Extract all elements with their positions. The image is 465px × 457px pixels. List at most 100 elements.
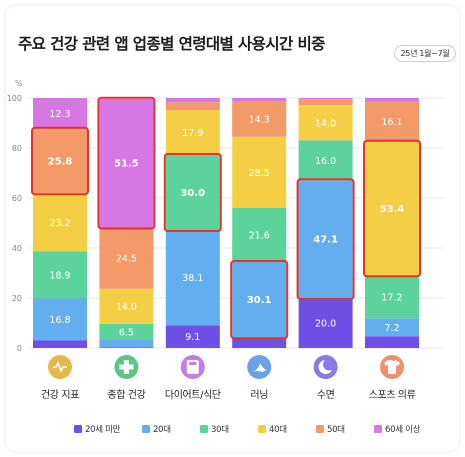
legend-label: 50대 [327,425,345,435]
legend-label: 60세 이상 [385,424,421,435]
bar-segment [99,288,154,324]
y-axis-unit: % [15,79,23,88]
highlight-box [363,139,421,278]
chart-card: 주요 건강 관련 앱 업종별 연령대별 사용시간 비중 25년 1월~7월 % 0… [6,6,459,451]
bar-segment [165,102,220,111]
data-label: 47.1 [313,235,338,246]
highlight-box [230,260,289,340]
y-tick-label: 40 [12,244,22,253]
data-label: 20.0 [315,319,336,330]
data-label: 16.0 [315,156,336,167]
y-tick-label: 20 [12,294,22,303]
stacked-bar-chart: % 0 20 40 60 80 100 16.8 18.9 23.2 25.8 12.3 6.5 14.0… [7,79,444,435]
sportswear-glyph [384,360,400,374]
bar-segment [33,251,87,299]
highlight-box [31,126,89,196]
bar-segment [232,101,287,137]
x-tick-label: 종합 건강 [107,389,145,401]
moon-shadow [323,358,336,371]
bar-segment [232,337,287,348]
bar-segment [33,298,87,341]
bar-segment [33,128,87,194]
data-label: 14.0 [116,302,137,313]
data-label: 24.5 [116,254,137,265]
bar-segment [298,180,353,298]
bar-segment [232,208,287,262]
highlight-box [296,178,355,300]
data-label: 25.8 [48,157,73,168]
data-label: 12.3 [49,109,70,120]
bar-segment [298,298,353,348]
data-label: 53.4 [380,204,405,215]
runner-glyph [252,363,267,372]
x-tick-label: 러닝 [250,389,268,401]
bar-segment [298,105,353,141]
bar-segment [165,110,220,155]
bar-segment [33,340,87,348]
y-tick-label: 0 [17,344,22,353]
bar-segment [232,262,287,338]
scale-display [189,362,197,365]
bar-segment [99,340,154,348]
legend-label: 20세 미만 [85,425,121,435]
data-label: 14.3 [249,114,270,125]
data-label: 9.1 [185,332,200,343]
x-tick-label: 수면 [317,389,335,401]
bar-segment [165,230,220,326]
data-label: 38.1 [182,273,203,284]
bar-segment [365,98,419,102]
bar-segment [33,98,87,129]
legend-swatch [200,425,208,433]
legend-label: 30대 [211,425,229,435]
data-label: 23.2 [49,218,70,229]
heart-pulse-glyph [53,361,67,373]
bar-segment [365,336,419,348]
bar-segment [165,325,220,348]
data-label: 30.1 [247,295,272,306]
data-label: 21.6 [249,231,270,242]
legend-label: 20대 [153,425,171,435]
legend-swatch [142,425,150,433]
chart-title: 주요 건강 관련 앱 업종별 연령대별 사용시간 비중 [18,35,325,53]
medical-cross-glyph [119,360,134,374]
bar-segment [232,98,287,101]
legend-swatch [316,425,324,433]
data-label: 6.5 [119,327,134,338]
data-label: 16.1 [381,117,402,128]
bar-segment [298,140,353,181]
highlight-box [163,153,222,232]
y-tick-label: 80 [12,144,22,153]
y-tick-label: 60 [12,194,22,203]
data-label: 28.5 [249,168,270,179]
bar-segment [165,98,220,103]
data-label: 17.9 [182,128,203,139]
data-label: 16.8 [49,315,70,326]
highlight-box [97,96,156,230]
bar-segment [298,99,353,106]
bar-segment [365,141,419,276]
legend-swatch [374,425,382,433]
y-tick-label: 100 [7,94,22,103]
data-label: 30.0 [180,188,205,199]
bar-segment [365,275,419,319]
x-tick-label: 스포츠 의류 [369,389,416,401]
bar-segment [99,98,154,228]
bar-segment [365,318,419,337]
legend-label: 40대 [269,425,287,435]
data-label: 14.0 [315,118,336,129]
bar-segment [165,155,220,230]
legend-swatch [74,425,82,433]
bar-segment [99,347,154,348]
bar-segment [99,323,154,340]
data-label: 17.2 [381,292,402,303]
data-label: 51.5 [114,159,139,170]
bar-segment [365,101,419,142]
bar-segment [298,98,353,100]
bar-segment [232,136,287,208]
legend-swatch [258,425,266,433]
data-label: 7.2 [384,323,399,334]
period-badge: 25년 1월~7월 [394,45,456,62]
data-label: 18.9 [49,270,70,281]
x-tick-label: 건강 지표 [41,389,79,401]
bar-segment [33,193,87,252]
